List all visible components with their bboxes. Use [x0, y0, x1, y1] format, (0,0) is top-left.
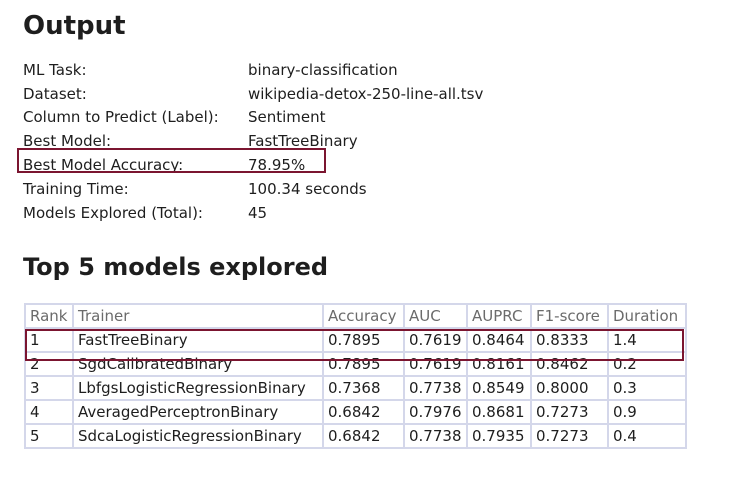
summary-value: 100.34 seconds	[248, 179, 367, 198]
cell-duration: 0.2	[607, 351, 687, 377]
cell-auprc: 0.8681	[466, 399, 532, 425]
cell-auc: 0.7619	[403, 351, 468, 377]
table-row: 3 LbfgsLogisticRegressionBinary 0.7368 0…	[24, 375, 687, 401]
cell-duration: 0.9	[607, 399, 687, 425]
cell-auprc: 0.8549	[466, 375, 532, 401]
cell-rank: 3	[24, 375, 74, 401]
summary-row-label-column: Column to Predict (Label): Sentiment	[23, 106, 483, 130]
cell-trainer: SdcaLogisticRegressionBinary	[72, 423, 324, 449]
summary-value: FastTreeBinary	[248, 132, 358, 151]
cell-duration: 1.4	[607, 327, 687, 353]
summary-key: Training Time:	[23, 179, 129, 198]
cell-f1-score: 0.7273	[530, 423, 609, 449]
cell-accuracy: 0.7895	[322, 351, 405, 377]
summary-key: Models Explored (Total):	[23, 203, 203, 222]
column-header-trainer: Trainer	[72, 303, 324, 329]
table-header-row: Rank Trainer Accuracy AUC AUPRC F1-score…	[24, 303, 687, 329]
summary-row-training-time: Training Time: 100.34 seconds	[23, 177, 483, 201]
top-models-table: Rank Trainer Accuracy AUC AUPRC F1-score…	[24, 303, 687, 449]
summary-row-ml-task: ML Task: binary-classification	[23, 58, 483, 82]
cell-accuracy: 0.7368	[322, 375, 405, 401]
summary-value: binary-classification	[248, 60, 398, 79]
cell-accuracy: 0.6842	[322, 423, 405, 449]
summary-row-best-model: Best Model: FastTreeBinary	[23, 129, 483, 153]
summary-key: Best Model:	[23, 132, 112, 151]
cell-duration: 0.3	[607, 375, 687, 401]
cell-f1-score: 0.8333	[530, 327, 609, 353]
cell-trainer: AveragedPerceptronBinary	[72, 399, 324, 425]
cell-f1-score: 0.8462	[530, 351, 609, 377]
cell-accuracy: 0.7895	[322, 327, 405, 353]
cell-auc: 0.7619	[403, 327, 468, 353]
cell-rank: 4	[24, 399, 74, 425]
cell-auprc: 0.8161	[466, 351, 532, 377]
cell-auprc: 0.7935	[466, 423, 532, 449]
top-models-heading: Top 5 models explored	[23, 253, 329, 281]
cell-rank: 2	[24, 351, 74, 377]
summary-value: 78.95%	[248, 156, 306, 175]
table-row: 2 SgdCalibratedBinary 0.7895 0.7619 0.81…	[24, 351, 687, 377]
table-row: 1 FastTreeBinary 0.7895 0.7619 0.8464 0.…	[24, 327, 687, 353]
summary-value: wikipedia-detox-250-line-all.tsv	[248, 84, 484, 103]
cell-auc: 0.7738	[403, 423, 468, 449]
cell-trainer: LbfgsLogisticRegressionBinary	[72, 375, 324, 401]
table-row: 5 SdcaLogisticRegressionBinary 0.6842 0.…	[24, 423, 687, 449]
cell-f1-score: 0.8000	[530, 375, 609, 401]
table-row: 4 AveragedPerceptronBinary 0.6842 0.7976…	[24, 399, 687, 425]
cell-duration: 0.4	[607, 423, 687, 449]
summary-value: Sentiment	[248, 108, 326, 127]
column-header-auprc: AUPRC	[466, 303, 532, 329]
column-header-duration: Duration	[607, 303, 687, 329]
cell-accuracy: 0.6842	[322, 399, 405, 425]
cell-auc: 0.7976	[403, 399, 468, 425]
summary-key: Best Model Accuracy:	[23, 156, 184, 175]
output-summary: ML Task: binary-classification Dataset: …	[23, 58, 483, 225]
column-header-accuracy: Accuracy	[322, 303, 405, 329]
best-accuracy-highlight-box	[17, 148, 326, 173]
cell-f1-score: 0.7273	[530, 399, 609, 425]
cell-rank: 5	[24, 423, 74, 449]
cell-auprc: 0.8464	[466, 327, 532, 353]
summary-row-dataset: Dataset: wikipedia-detox-250-line-all.ts…	[23, 82, 483, 106]
summary-key: ML Task:	[23, 60, 87, 79]
summary-row-models-explored: Models Explored (Total): 45	[23, 201, 483, 225]
cell-rank: 1	[24, 327, 74, 353]
summary-row-best-model-accuracy: Best Model Accuracy: 78.95%	[23, 153, 483, 177]
summary-value: 45	[248, 203, 268, 222]
column-header-auc: AUC	[403, 303, 468, 329]
cell-auc: 0.7738	[403, 375, 468, 401]
summary-key: Dataset:	[23, 84, 87, 103]
column-header-rank: Rank	[24, 303, 74, 329]
output-heading: Output	[23, 11, 126, 41]
cell-trainer: FastTreeBinary	[72, 327, 324, 353]
column-header-f1-score: F1-score	[530, 303, 609, 329]
cell-trainer: SgdCalibratedBinary	[72, 351, 324, 377]
summary-key: Column to Predict (Label):	[23, 108, 219, 127]
